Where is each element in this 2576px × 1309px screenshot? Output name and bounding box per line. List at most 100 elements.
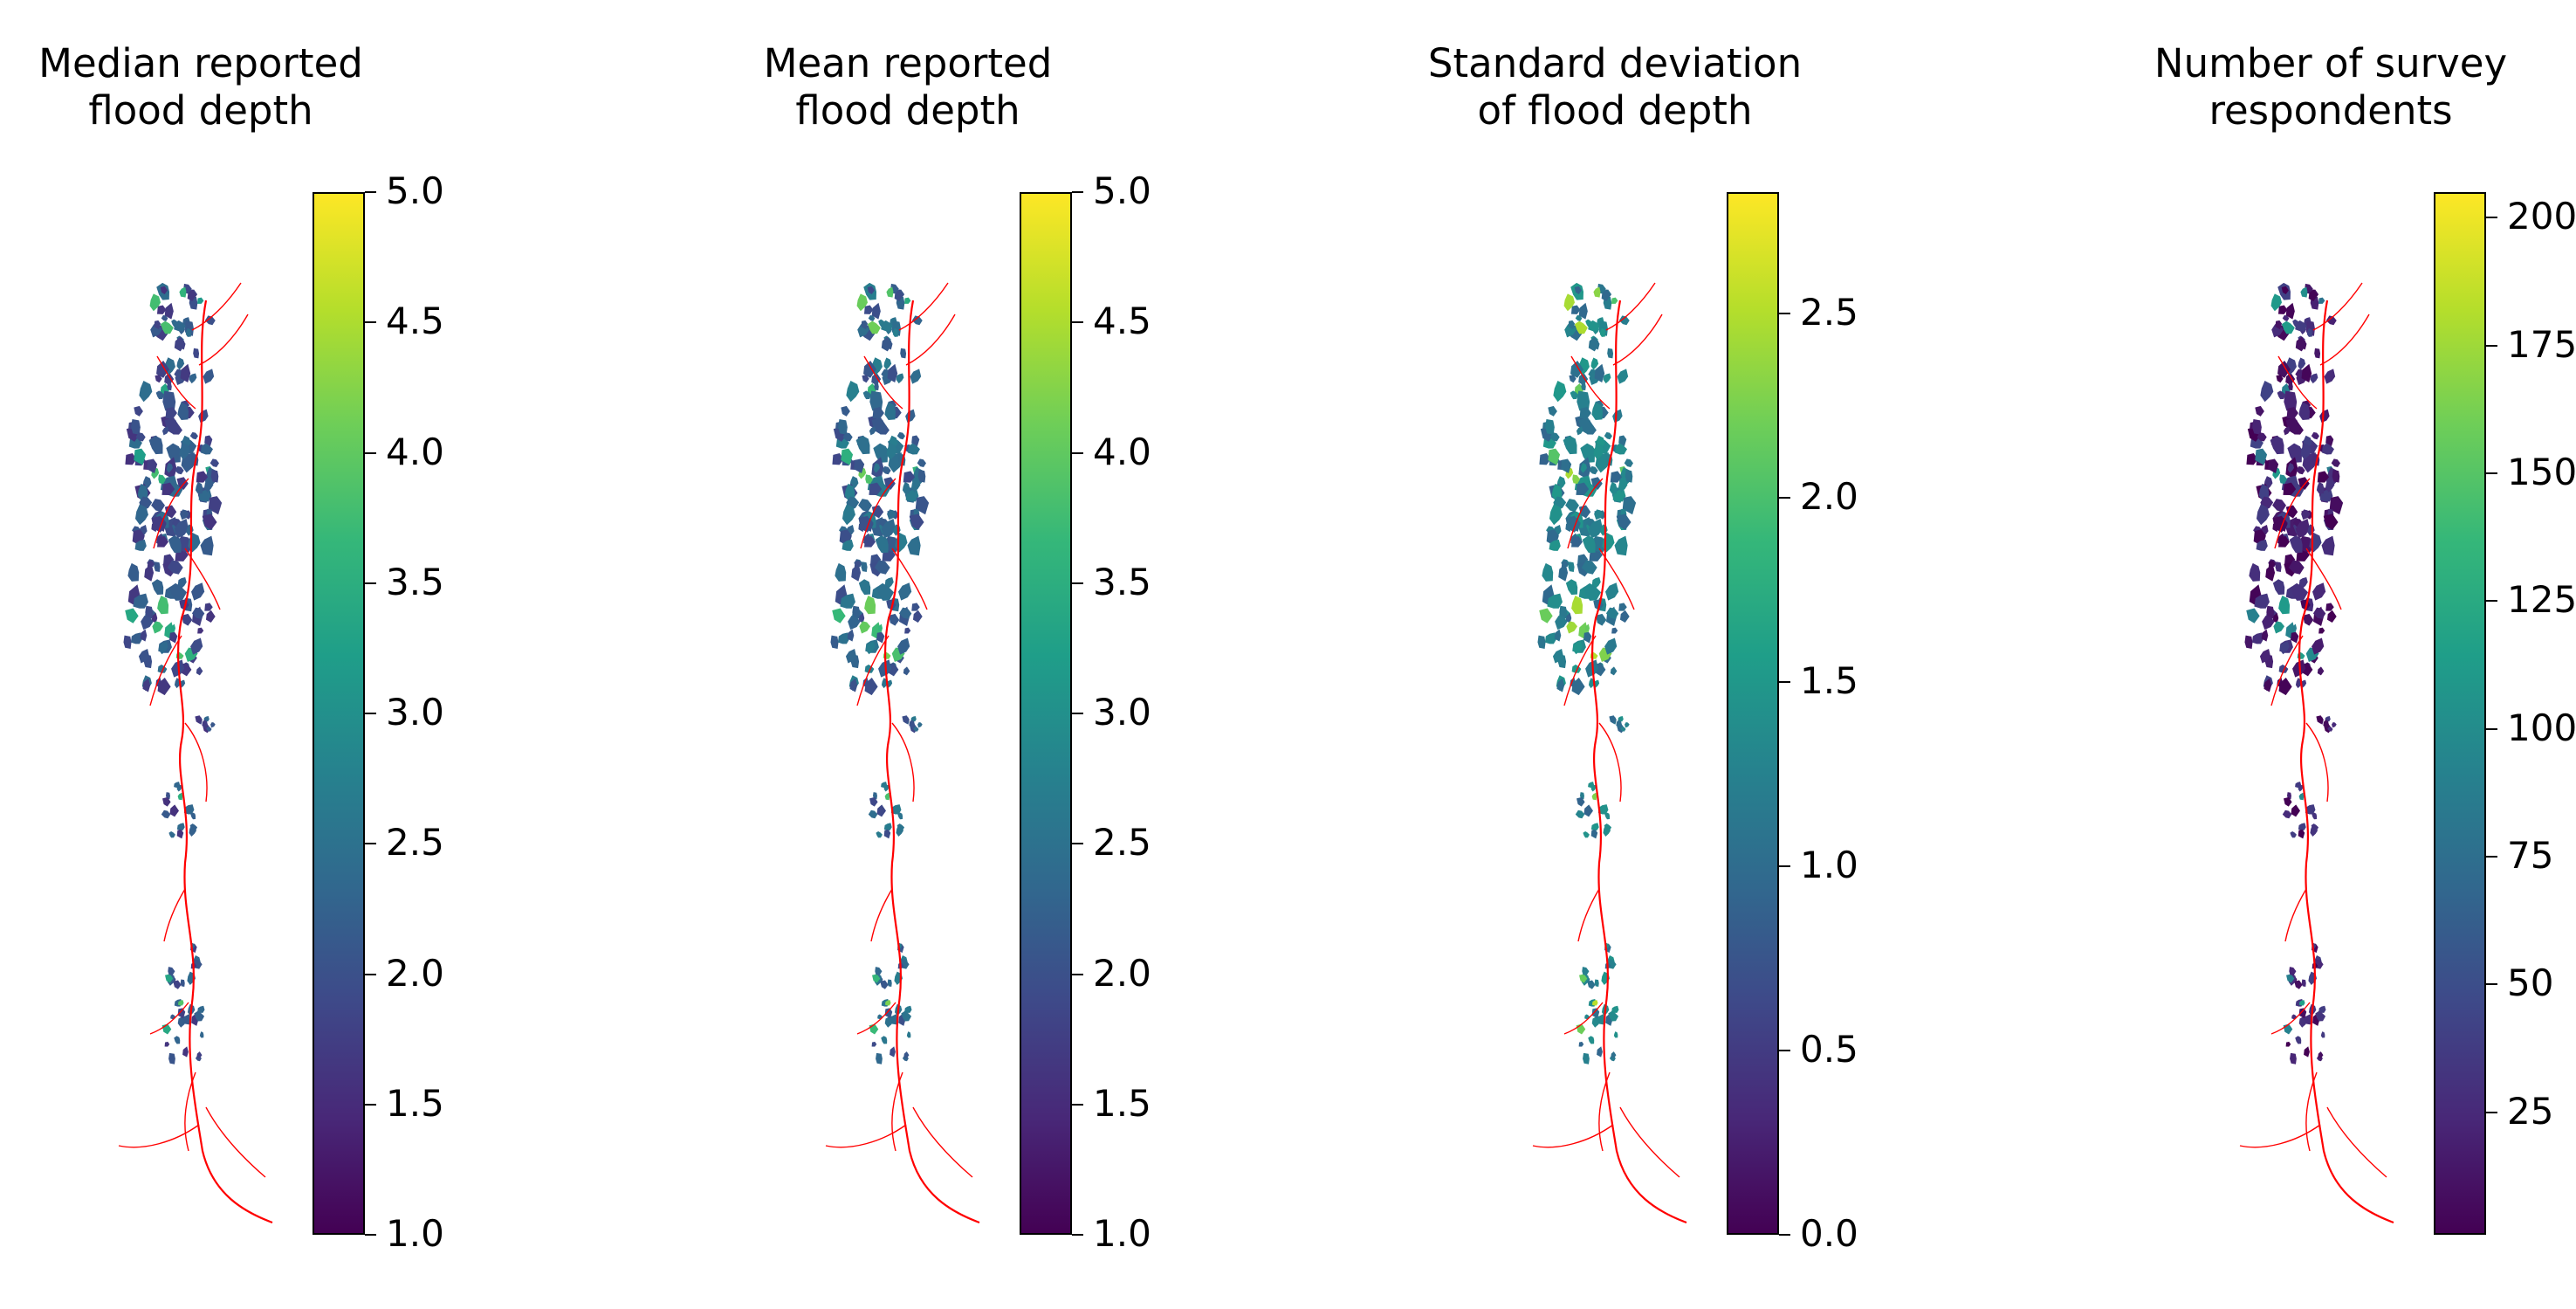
survey-area-polygon [871, 372, 882, 386]
river-branch [913, 1107, 972, 1177]
tick-label: 150 [2507, 450, 2576, 493]
survey-area-polygon [2325, 435, 2334, 447]
survey-area-polygon [847, 629, 855, 642]
survey-area-polygon [876, 830, 883, 838]
tick-label: 2.5 [1800, 291, 1858, 334]
survey-area-polygon [859, 621, 871, 634]
survey-area-polygon [907, 535, 921, 556]
survey-area-polygon [835, 562, 847, 582]
survey-area-polygon [2301, 979, 2306, 987]
survey-area-polygon [832, 608, 846, 623]
survey-area-polygon [2272, 579, 2285, 596]
survey-area-polygon [886, 286, 894, 298]
survey-area-polygon [205, 610, 216, 623]
survey-area-polygon [189, 373, 197, 384]
survey-area-polygon [157, 664, 168, 673]
survey-area-polygon [1611, 1005, 1619, 1013]
survey-area-polygon [200, 535, 214, 556]
survey-area-polygon [160, 320, 174, 334]
survey-area-polygon [873, 462, 880, 473]
survey-area-polygon [2332, 469, 2340, 483]
survey-area-polygon [1578, 372, 1589, 386]
survey-area-polygon [863, 305, 874, 314]
survey-area-polygon [876, 1052, 883, 1064]
survey-area-polygon [1591, 1008, 1600, 1019]
survey-area-polygon [1570, 390, 1579, 400]
survey-area-polygon [1605, 607, 1619, 619]
survey-area-polygon [898, 582, 912, 601]
survey-area-polygon [876, 631, 885, 644]
survey-area-polygon [2283, 426, 2291, 436]
survey-area-polygon [1613, 1031, 1618, 1038]
survey-area-polygon [1585, 659, 1599, 678]
river-branch [1599, 723, 1621, 802]
survey-area-polygon [2255, 448, 2268, 465]
survey-area-polygon [1579, 974, 1588, 983]
tick-label: 1.5 [386, 1081, 444, 1125]
tick-label: 2.5 [386, 821, 444, 865]
river-branch [2306, 723, 2328, 802]
river-branch [864, 356, 903, 409]
tick-mark [2486, 727, 2497, 730]
survey-area-polygon [2262, 615, 2275, 630]
survey-area-polygon [1574, 320, 1588, 334]
survey-area-polygon [162, 796, 171, 807]
survey-area-polygon [210, 458, 219, 467]
survey-area-polygon [2329, 496, 2344, 515]
survey-area-polygon [2277, 361, 2291, 378]
tick-label: 50 [2507, 961, 2554, 1005]
survey-area-polygon [896, 431, 905, 440]
survey-area-polygon [130, 632, 143, 644]
survey-area-polygon [903, 1051, 910, 1059]
survey-area-polygon [871, 302, 881, 320]
survey-area-polygon [1556, 678, 1565, 692]
survey-area-polygon [1591, 792, 1597, 801]
survey-area-polygon [182, 613, 193, 626]
survey-area-polygon [203, 477, 214, 493]
survey-area-polygon [874, 560, 890, 575]
survey-area-polygon [881, 336, 893, 352]
survey-area-polygon [180, 509, 189, 520]
survey-area-polygon [1593, 443, 1604, 460]
survey-area-polygon [156, 305, 167, 314]
survey-area-polygon [204, 315, 216, 326]
survey-area-polygon [1583, 804, 1593, 817]
survey-area-polygon [849, 678, 858, 692]
survey-area-polygon [894, 289, 903, 302]
survey-area-polygon [144, 563, 155, 582]
river-branch [892, 723, 914, 802]
survey-area-polygon [1588, 782, 1595, 789]
survey-area-polygon [2298, 792, 2305, 801]
survey-area-polygon [2256, 539, 2268, 551]
river-branch [150, 636, 182, 706]
survey-area-polygon [1581, 560, 1597, 575]
survey-area-polygon [1618, 435, 1627, 447]
survey-area-polygon [840, 593, 855, 609]
survey-area-polygon [858, 612, 865, 623]
choropleth-map [105, 199, 279, 1247]
survey-area-polygon [869, 390, 883, 412]
survey-area-polygon [176, 823, 185, 830]
survey-area-polygon [883, 357, 892, 370]
survey-area-polygon [1583, 830, 1590, 838]
survey-area-polygon [1575, 314, 1583, 321]
survey-area-polygon [168, 967, 175, 976]
survey-area-polygon [2281, 320, 2295, 334]
river-branch [185, 548, 220, 610]
tick-mark [1072, 451, 1083, 454]
survey-area-polygon [2312, 607, 2326, 619]
survey-area-polygon [2312, 812, 2318, 820]
survey-area-polygon [2265, 563, 2276, 582]
survey-area-polygon [1604, 637, 1618, 655]
survey-area-polygon [2300, 286, 2308, 298]
survey-area-polygon [203, 720, 209, 730]
survey-area-polygon [1588, 320, 1600, 332]
survey-area-polygon [2260, 381, 2274, 403]
survey-area-polygon [883, 477, 896, 490]
survey-area-polygon [1570, 305, 1581, 314]
survey-area-polygon [177, 1000, 184, 1006]
tick-mark [365, 451, 376, 454]
survey-area-polygon [1625, 469, 1633, 483]
survey-area-polygon [2246, 608, 2260, 623]
tick-label: 1.0 [386, 1212, 444, 1255]
